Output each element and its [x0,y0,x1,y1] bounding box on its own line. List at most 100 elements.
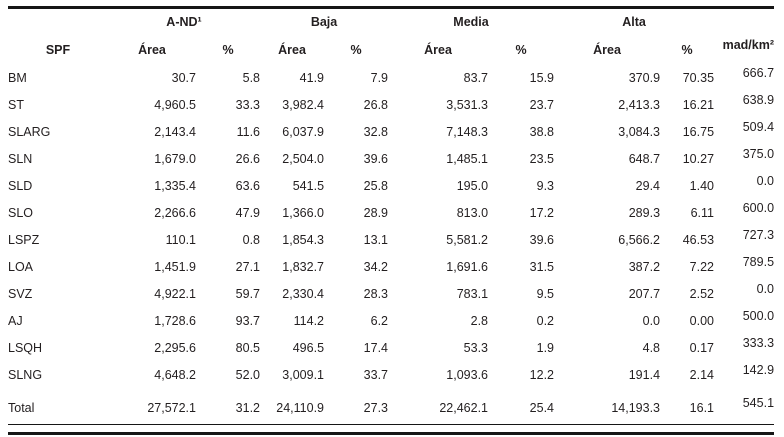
cell-value: 32.8 [363,124,389,139]
cell-mad-km2: 142.9 [714,361,774,388]
table-row: SLD 1,335.4 63.6 541.5 25.8 195.0 9.3 29.4 1.40 0… [8,172,774,199]
mad-km2-value: 666.7 [742,65,775,80]
cell-value: 2,266.6 [154,205,196,220]
cell-value: 4,960.5 [154,97,196,112]
sub-header-row: SPF Área % Área % Área % Área % mad/km² [8,35,774,64]
cell-value: 3,982.4 [282,97,325,112]
cell-value: 7,148.3 [446,124,489,139]
row-label-spf: ST [8,97,24,112]
mad-km2-value: 727.3 [742,227,775,242]
cell-value: 1,485.1 [446,151,489,166]
cell-value: 7.22 [689,259,715,274]
top-rule [8,6,774,9]
mad-km2-value: 500.0 [742,308,775,323]
cell-value: 28.3 [363,286,389,301]
cell-value: 496.5 [292,340,325,355]
cell-value: 93.7 [235,313,261,328]
cell-value: 29.4 [635,178,661,193]
table-row: LSQH 2,295.6 80.5 496.5 17.4 53.3 1.9 4.8 0.17 33… [8,334,774,361]
cell-value: 17.2 [529,205,555,220]
percent-column-header: % [350,42,362,57]
cell-value: 4,922.1 [154,286,196,301]
row-label-spf: LSQH [8,340,43,355]
cell-value: 25.8 [363,178,389,193]
unit-header-spacer [714,9,774,35]
area-column-header: Área [278,42,306,57]
cell-value: 1.40 [689,178,715,193]
cell-value: 12.2 [529,367,555,382]
cell-value: 5.8 [242,70,261,85]
cell-value: 387.2 [628,259,661,274]
cell-value: 1,366.0 [282,205,325,220]
cell-value: 83.7 [463,70,489,85]
cell-value: 10.27 [682,151,715,166]
cell-mad-km2: 600.0 [714,199,774,226]
cell-value: 6.11 [690,205,715,220]
cell-value: 39.6 [529,232,555,247]
spf-area-table: A-ND¹ Baja Media Alta SPF Área % Área % … [8,9,774,422]
cell-value: 2,330.4 [282,286,325,301]
cell-value: 26.8 [363,97,389,112]
cell-value: 13.1 [363,232,389,247]
cell-mad-km2: 545.1 [714,388,774,422]
mad-km2-value: 600.0 [742,200,775,215]
cell-value: 2,295.6 [154,340,196,355]
cell-value: 1,728.6 [154,313,196,328]
cell-value: 30.7 [171,70,196,85]
table-row: AJ 1,728.6 93.7 114.2 6.2 2.8 0.2 0.0 0.00 500.0 [8,307,774,334]
row-label-spf: SLNG [8,367,43,382]
cell-value: 25.4 [529,401,555,415]
cell-value: 47.9 [235,205,261,220]
cell-value: 26.6 [235,151,261,166]
cell-value: 27.1 [235,259,261,274]
percent-column-header: % [222,42,234,57]
cell-value: 2.52 [689,286,715,301]
cell-value: 195.0 [456,178,489,193]
cell-value: 28.9 [363,205,389,220]
col-group-alta: Alta [622,15,646,29]
cell-value: 0.17 [689,340,715,355]
cell-mad-km2: 789.5 [714,253,774,280]
table-row: ST 4,960.5 33.3 3,982.4 26.8 3,531.3 23.7 2,413… [8,91,774,118]
cell-value: 0.8 [242,232,261,247]
mad-km2-value: 545.1 [742,396,775,410]
table-row: SVZ 4,922.1 59.7 2,330.4 28.3 783.1 9.5 207.7 2.… [8,280,774,307]
cell-value: 23.5 [529,151,555,166]
cell-value: 15.9 [529,70,555,85]
percent-column-header: % [681,42,693,57]
cell-value: 52.0 [235,367,261,382]
cell-value: 6,037.9 [282,124,325,139]
cell-value: 6.2 [370,313,389,328]
row-label-spf: LSPZ [8,232,40,247]
cell-value: 541.5 [292,178,325,193]
cell-value: 63.6 [235,178,261,193]
cell-value: 31.2 [235,401,261,415]
cell-value: 38.8 [529,124,555,139]
cell-value: 110.1 [165,232,196,247]
cell-value: 2,504.0 [282,151,325,166]
cell-value: 16.75 [682,124,715,139]
mad-km2-value: 638.9 [742,92,775,107]
cell-value: 4,648.2 [154,367,196,382]
mad-km2-value: 375.0 [742,146,775,161]
cell-mad-km2: 727.3 [714,226,774,253]
mad-km2-value: 0.0 [756,173,775,188]
spf-header-spacer [8,9,108,35]
cell-value: 1,335.4 [154,178,196,193]
cell-value: 2.14 [689,367,715,382]
table-row: LSPZ 110.1 0.8 1,854.3 13.1 5,581.2 39.6 6,566.… [8,226,774,253]
area-column-header: Área [593,42,621,57]
cell-mad-km2: 333.3 [714,334,774,361]
cell-value: 3,084.3 [618,124,661,139]
cell-value: 16.21 [682,97,715,112]
cell-value: 4.8 [642,340,661,355]
cell-value: 2,413.3 [618,97,661,112]
cell-value: 3,531.3 [446,97,489,112]
total-row: Total 27,572.1 31.2 24,110.9 27.3 22,462.1 25.… [8,388,774,422]
table-row: SLNG 4,648.2 52.0 3,009.1 33.7 1,093.6 12.2 191… [8,361,774,388]
cell-mad-km2: 375.0 [714,145,774,172]
area-column-header: Área [424,42,452,57]
cell-value: 1,832.7 [282,259,325,274]
row-label-spf: BM [8,70,27,85]
cell-value: 0.00 [689,313,715,328]
